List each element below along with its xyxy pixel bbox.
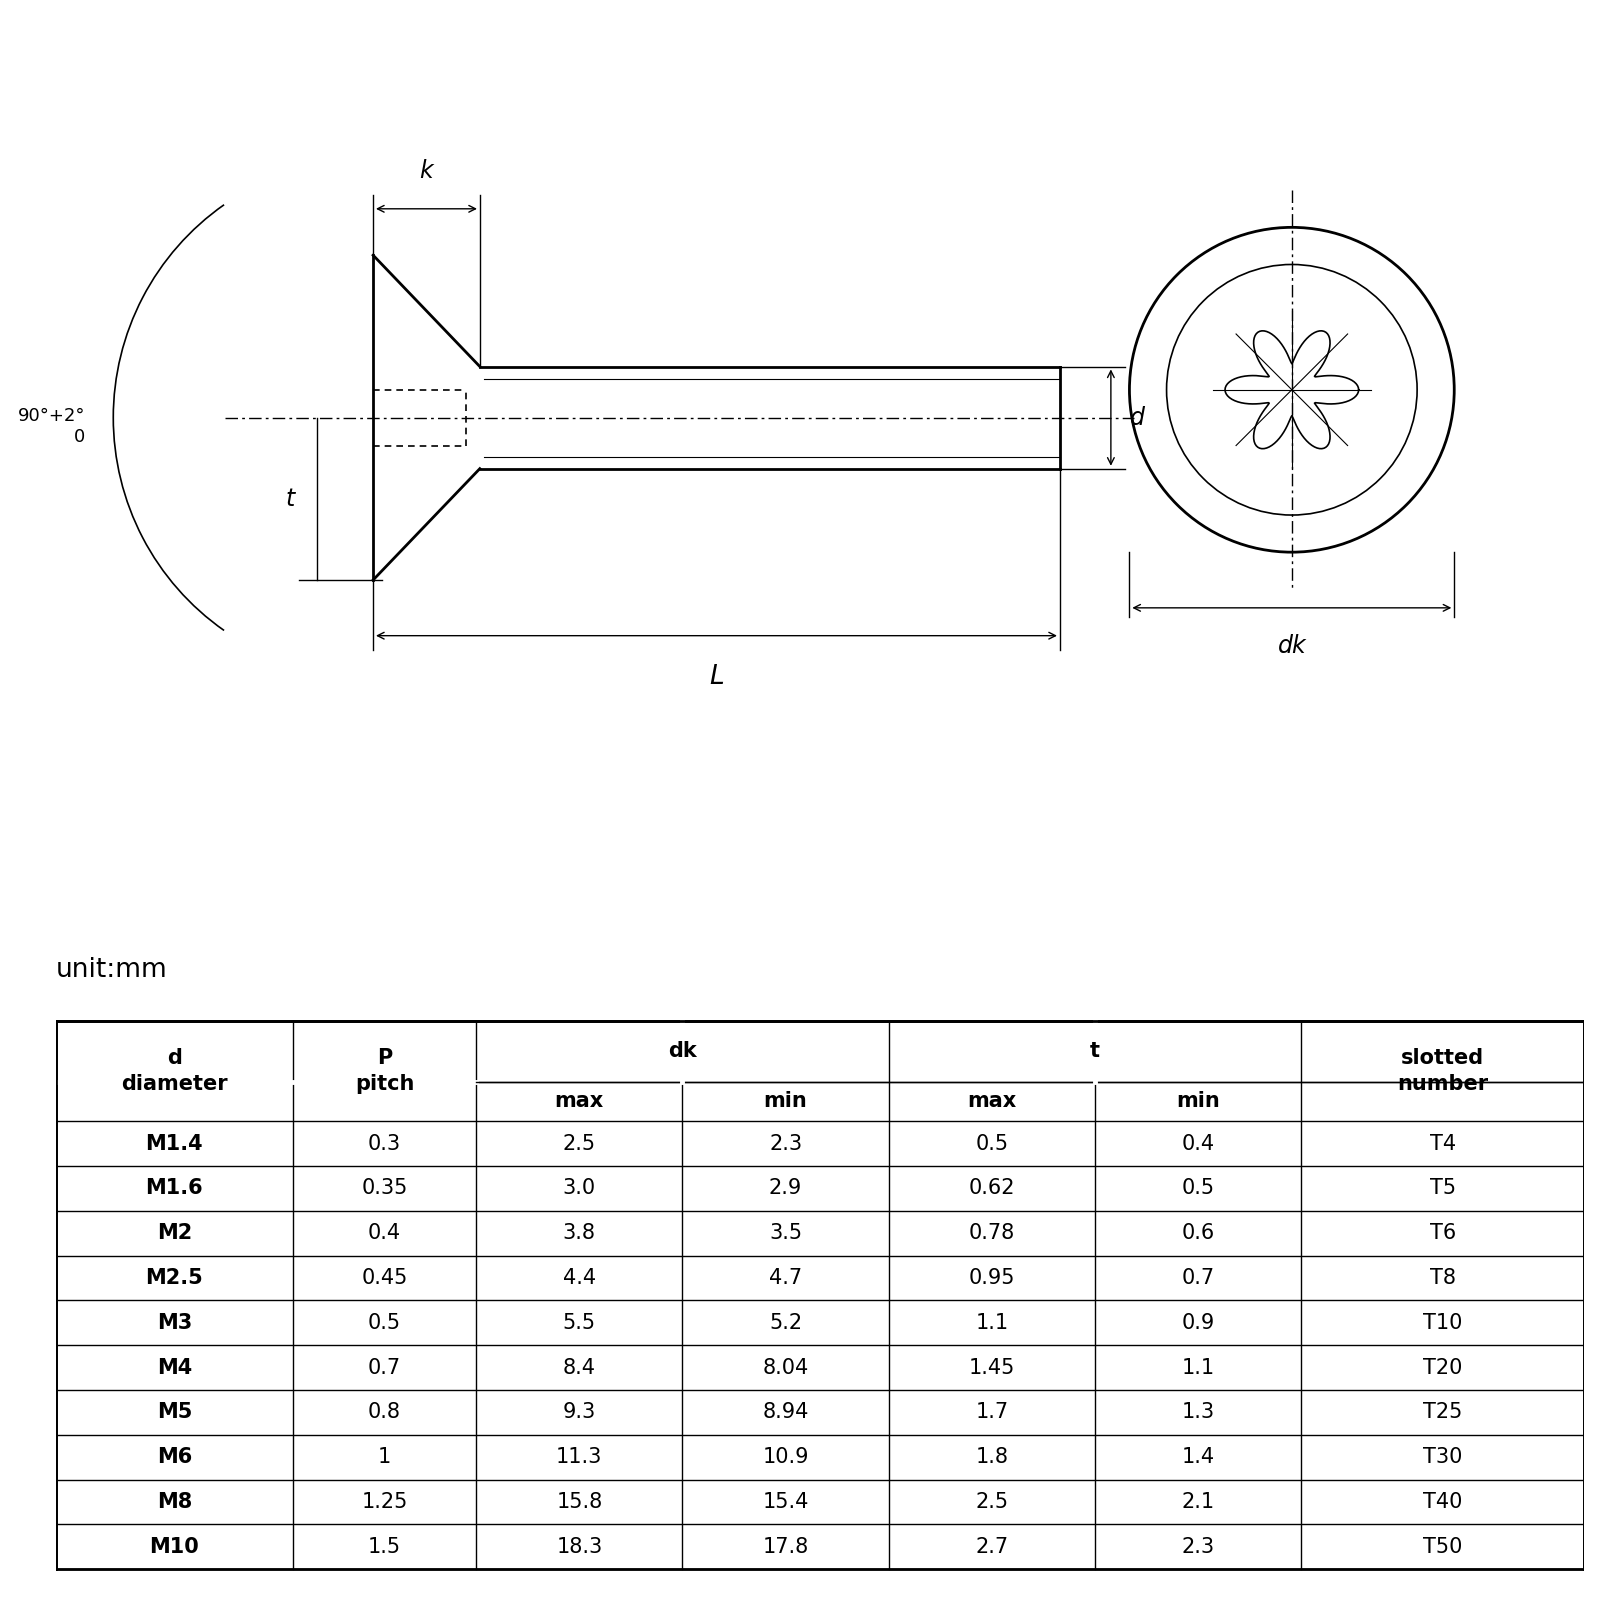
Text: 0.6: 0.6 (1181, 1224, 1214, 1243)
Text: 0.8: 0.8 (368, 1403, 402, 1422)
Text: 1.7: 1.7 (976, 1403, 1008, 1422)
Text: 11.3: 11.3 (557, 1448, 603, 1467)
Text: 0.7: 0.7 (1182, 1269, 1214, 1288)
Text: 4.7: 4.7 (770, 1269, 802, 1288)
Text: min: min (763, 1091, 808, 1112)
Text: 0.4: 0.4 (1182, 1134, 1214, 1154)
Text: 2.5: 2.5 (563, 1134, 595, 1154)
Text: 1.8: 1.8 (976, 1448, 1008, 1467)
Text: 0.78: 0.78 (968, 1224, 1014, 1243)
Text: 2.5: 2.5 (976, 1493, 1008, 1512)
Text: T50: T50 (1422, 1538, 1462, 1557)
Text: 0.5: 0.5 (368, 1314, 402, 1333)
Text: 0.7: 0.7 (368, 1358, 402, 1378)
Text: M2.5: M2.5 (146, 1269, 203, 1288)
Text: M2: M2 (157, 1224, 192, 1243)
Text: 0.3: 0.3 (368, 1134, 402, 1154)
Text: T6: T6 (1429, 1224, 1456, 1243)
Text: M1.6: M1.6 (146, 1179, 203, 1198)
Text: 8.04: 8.04 (763, 1358, 808, 1378)
Text: dk: dk (669, 1042, 698, 1061)
Text: 0.35: 0.35 (362, 1179, 408, 1198)
Text: t: t (1090, 1042, 1101, 1061)
Text: 1.1: 1.1 (1182, 1358, 1214, 1378)
Text: 1.1: 1.1 (976, 1314, 1008, 1333)
Text: 2.3: 2.3 (770, 1134, 802, 1154)
Text: T4: T4 (1429, 1134, 1456, 1154)
Text: 2.3: 2.3 (1182, 1538, 1214, 1557)
Text: M5: M5 (157, 1403, 192, 1422)
Text: 1.5: 1.5 (368, 1538, 402, 1557)
Text: 1: 1 (378, 1448, 390, 1467)
Text: 8.94: 8.94 (763, 1403, 810, 1422)
Text: 0.45: 0.45 (362, 1269, 408, 1288)
Text: 1.3: 1.3 (1182, 1403, 1214, 1422)
Text: 2.7: 2.7 (976, 1538, 1008, 1557)
Text: 15.4: 15.4 (763, 1493, 810, 1512)
Text: 0.4: 0.4 (368, 1224, 402, 1243)
Text: 0.5: 0.5 (1182, 1179, 1214, 1198)
Text: 15.8: 15.8 (557, 1493, 603, 1512)
Text: M1.4: M1.4 (146, 1134, 203, 1154)
Text: 0.62: 0.62 (968, 1179, 1014, 1198)
Text: 9.3: 9.3 (563, 1403, 595, 1422)
Text: T40: T40 (1422, 1493, 1462, 1512)
Text: 3.8: 3.8 (563, 1224, 595, 1243)
Text: 5.2: 5.2 (770, 1314, 802, 1333)
Text: min: min (1176, 1091, 1221, 1112)
Text: 2.1: 2.1 (1182, 1493, 1214, 1512)
Text: T8: T8 (1430, 1269, 1456, 1288)
Text: 2.9: 2.9 (770, 1179, 802, 1198)
Text: 3.0: 3.0 (563, 1179, 595, 1198)
Text: k: k (419, 158, 434, 182)
Text: 90°+2°
    0: 90°+2° 0 (18, 408, 85, 446)
Text: 1.25: 1.25 (362, 1493, 408, 1512)
Text: T10: T10 (1422, 1314, 1462, 1333)
Text: M8: M8 (157, 1493, 192, 1512)
Text: 17.8: 17.8 (763, 1538, 808, 1557)
Text: P
pitch: P pitch (355, 1048, 414, 1094)
Text: 1.45: 1.45 (968, 1358, 1014, 1378)
Text: d: d (1130, 405, 1144, 429)
Text: T30: T30 (1422, 1448, 1462, 1467)
Text: max: max (968, 1091, 1016, 1112)
Text: 8.4: 8.4 (563, 1358, 595, 1378)
Text: T20: T20 (1422, 1358, 1462, 1378)
Text: slotted
number: slotted number (1397, 1048, 1488, 1094)
Text: T25: T25 (1422, 1403, 1462, 1422)
Text: T5: T5 (1429, 1179, 1456, 1198)
Text: 0.9: 0.9 (1181, 1314, 1214, 1333)
Text: d
diameter: d diameter (122, 1048, 227, 1094)
Text: L: L (709, 664, 723, 690)
Text: t: t (285, 486, 294, 510)
Text: 0.5: 0.5 (976, 1134, 1008, 1154)
Text: M6: M6 (157, 1448, 192, 1467)
Text: M10: M10 (149, 1538, 200, 1557)
Text: unit:mm: unit:mm (56, 957, 168, 982)
Text: dk: dk (1277, 634, 1306, 658)
Text: 0.95: 0.95 (968, 1269, 1014, 1288)
Text: 18.3: 18.3 (557, 1538, 603, 1557)
Text: 5.5: 5.5 (563, 1314, 595, 1333)
Text: 4.4: 4.4 (563, 1269, 595, 1288)
Text: M4: M4 (157, 1358, 192, 1378)
Text: M3: M3 (157, 1314, 192, 1333)
Text: 10.9: 10.9 (762, 1448, 810, 1467)
Text: 1.4: 1.4 (1182, 1448, 1214, 1467)
Text: 3.5: 3.5 (770, 1224, 802, 1243)
Text: max: max (555, 1091, 603, 1112)
